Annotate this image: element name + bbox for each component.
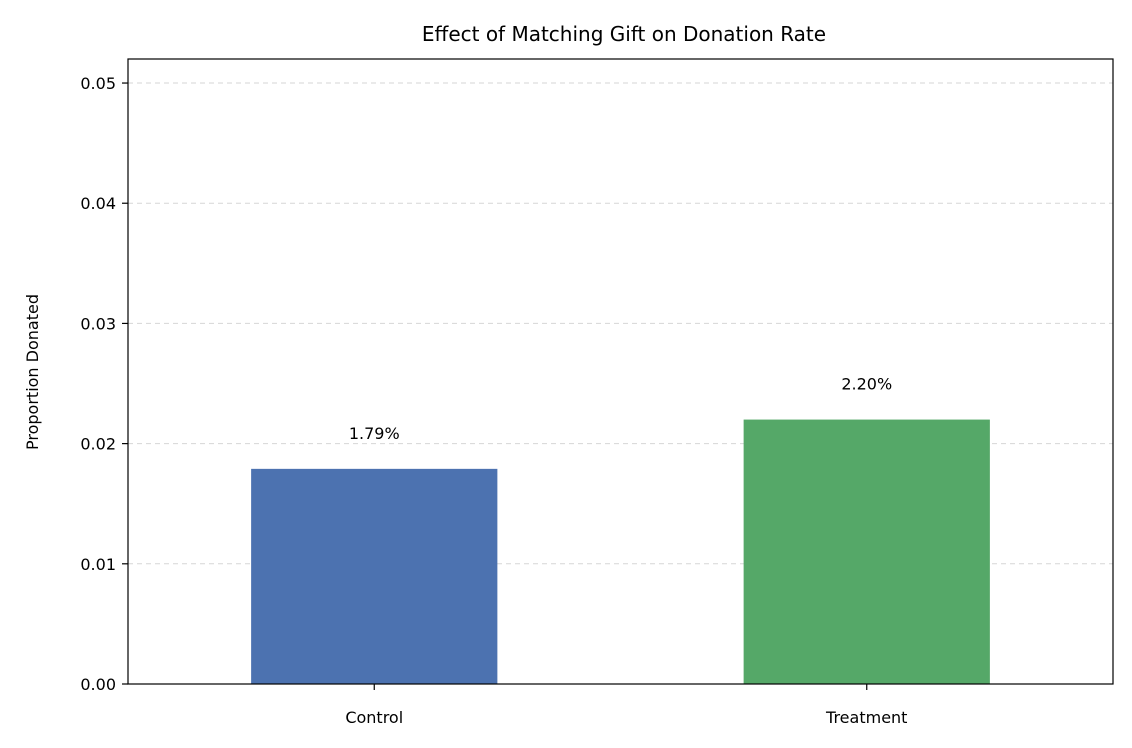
- y-tick-label: 0.00: [80, 675, 116, 694]
- y-tick-label: 0.05: [80, 74, 116, 93]
- y-tick-label: 0.04: [80, 194, 116, 213]
- data-label-control: 1.79%: [349, 424, 400, 443]
- chart-title: Effect of Matching Gift on Donation Rate: [422, 22, 826, 46]
- x-ticks: Control Treatment: [345, 684, 907, 727]
- plot-frame: [127, 58, 1114, 685]
- x-tick-label: Control: [345, 708, 403, 727]
- y-ticks: 0.00 0.01 0.02 0.03 0.04 0.05: [80, 74, 128, 694]
- y-tick-label: 0.03: [80, 314, 116, 333]
- data-labels: 1.79% 2.20%: [349, 375, 892, 443]
- bar-treatment: [743, 419, 990, 684]
- bar-control: [251, 468, 498, 684]
- data-label-treatment: 2.20%: [841, 375, 892, 394]
- x-tick-label: Treatment: [825, 708, 907, 727]
- y-axis-label: Proportion Donated: [23, 294, 42, 450]
- y-tick-label: 0.01: [80, 555, 116, 574]
- bars: [251, 419, 990, 684]
- y-tick-label: 0.02: [80, 435, 116, 454]
